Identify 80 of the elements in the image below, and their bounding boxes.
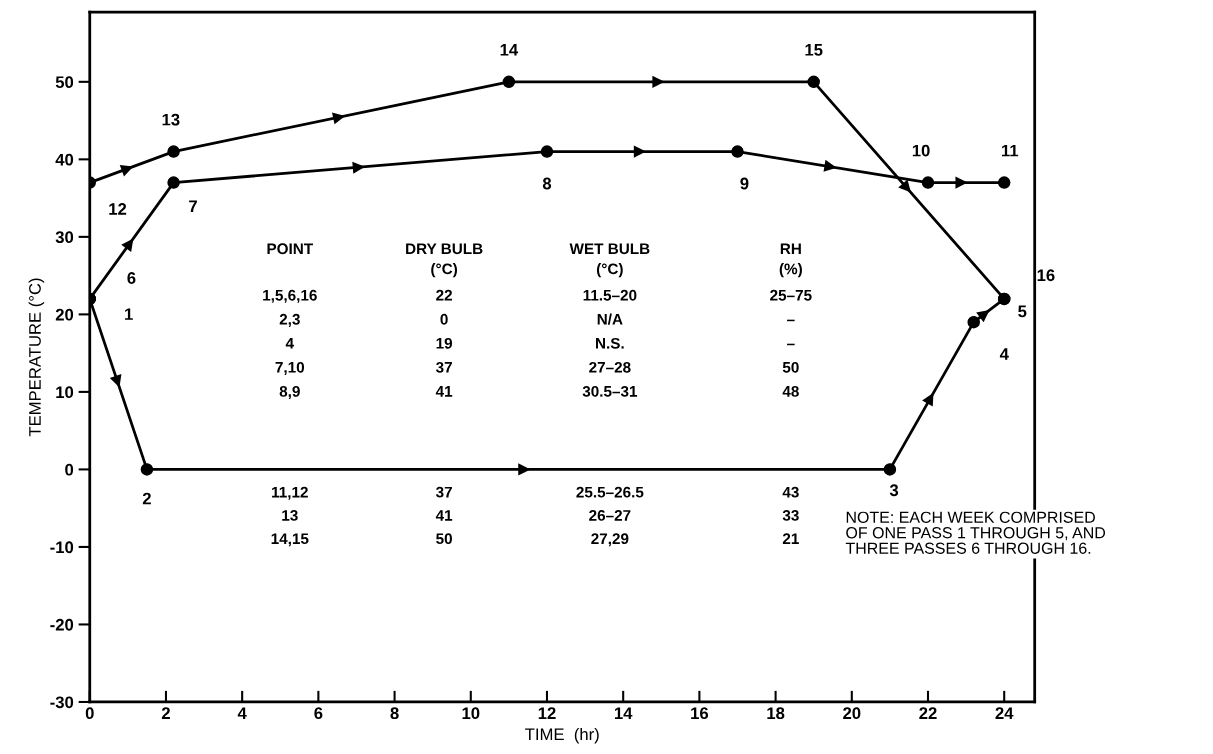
annotation: DRY BULB <box>406 243 483 255</box>
y-tick-label: 20 <box>55 308 74 321</box>
annotation: 11,12 <box>272 486 308 500</box>
annotation: 48 <box>782 385 799 397</box>
x-tick-label: 24 <box>995 707 1014 719</box>
annotation: 11.5–20 <box>583 289 637 301</box>
annotation: 26–27 <box>589 509 631 521</box>
x-tick-label: 6 <box>314 707 323 720</box>
annotation: 1,5,6,16 <box>263 289 317 303</box>
annotation: 12 <box>109 203 127 215</box>
y-tick-label: 30 <box>55 231 74 244</box>
annotation: 25–75 <box>770 289 812 301</box>
annotation: 25.5–26.5 <box>576 486 644 498</box>
annotation: 4 <box>285 338 294 349</box>
annotation: 1 <box>125 308 133 320</box>
x-tick-label: 10 <box>462 707 480 720</box>
annotation: 50 <box>436 533 452 545</box>
annotation: – <box>787 319 795 322</box>
annotation: 15 <box>805 44 823 56</box>
annotation: (°C) <box>596 263 623 278</box>
annotation: 33 <box>782 509 799 521</box>
annotation: N/A <box>597 313 623 325</box>
annotation: 19 <box>436 337 453 349</box>
y-tick-label: -20 <box>50 618 74 631</box>
annotation: 11 <box>1002 144 1019 157</box>
annotation: 10 <box>912 144 930 157</box>
annotation: 37 <box>435 361 452 373</box>
x-tick-label: 16 <box>691 707 709 720</box>
annotation: – <box>787 343 795 346</box>
annotation: 3 <box>889 484 899 497</box>
annotation: 7 <box>189 200 197 212</box>
x-tick-label: 20 <box>843 707 861 720</box>
annotation: RH <box>780 243 801 254</box>
annotation: 43 <box>782 486 799 498</box>
annotation: 30.5–31 <box>582 385 638 397</box>
y-tick-label: 0 <box>65 463 74 476</box>
annotation: 2 <box>142 492 151 505</box>
annotation: (%) <box>779 263 802 278</box>
x-tick-label: 22 <box>919 707 937 719</box>
x-tick-label: 8 <box>390 707 399 720</box>
annotation: 0 <box>440 313 448 325</box>
x-tick-label: 2 <box>161 707 170 719</box>
annotation: 22 <box>436 289 452 301</box>
annotation: 6 <box>127 272 136 284</box>
annotation: 14,15 <box>271 533 309 547</box>
annotation: 14 <box>500 44 519 56</box>
y-axis-title: TEMPERATURE (°C) <box>28 278 45 437</box>
annotation: 37 <box>435 486 452 498</box>
annotation: 41 <box>435 510 453 521</box>
annotation: 21 <box>782 533 799 544</box>
annotation: WET BULB <box>569 243 650 255</box>
x-tick-label: 4 <box>237 707 247 719</box>
annotation: NOTE: EACH WEEK COMPRISED OF ONE PASS 1 THROUGH 5, AND THREE PASSES 6 THROUGH 16. <box>845 511 1106 554</box>
annotation: 4 <box>999 348 1009 360</box>
annotation: 27–28 <box>589 361 631 373</box>
annotation: 27,29 <box>591 533 629 547</box>
annotation: 5 <box>1018 305 1027 318</box>
annotation: 41 <box>435 386 453 397</box>
y-tick-label: -30 <box>50 696 74 709</box>
annotation: 50 <box>782 361 799 373</box>
annotation: 16 <box>1037 269 1055 282</box>
y-tick-label: 40 <box>55 153 74 166</box>
annotation: 8 <box>542 177 552 190</box>
annotation: 9 <box>740 177 749 190</box>
x-tick-label: 12 <box>538 707 556 719</box>
x-tick-label: 14 <box>614 707 633 719</box>
annotation: 8,9 <box>279 385 300 399</box>
y-tick-label: 10 <box>56 386 74 399</box>
annotation: POINT <box>267 243 313 255</box>
y-tick-label: -10 <box>50 541 74 554</box>
annotation: 13 <box>162 113 180 126</box>
annotation: 7,10 <box>275 361 305 375</box>
annotation: 2,3 <box>279 313 300 327</box>
annotation: N.S. <box>596 337 624 349</box>
x-axis-title: TIME (hr) <box>525 727 599 744</box>
y-tick-label: 50 <box>55 76 74 89</box>
x-tick-label: 18 <box>767 707 785 720</box>
x-tick-label: 0 <box>85 707 94 720</box>
annotation: 13 <box>282 509 298 521</box>
annotation: (°C) <box>431 263 458 278</box>
